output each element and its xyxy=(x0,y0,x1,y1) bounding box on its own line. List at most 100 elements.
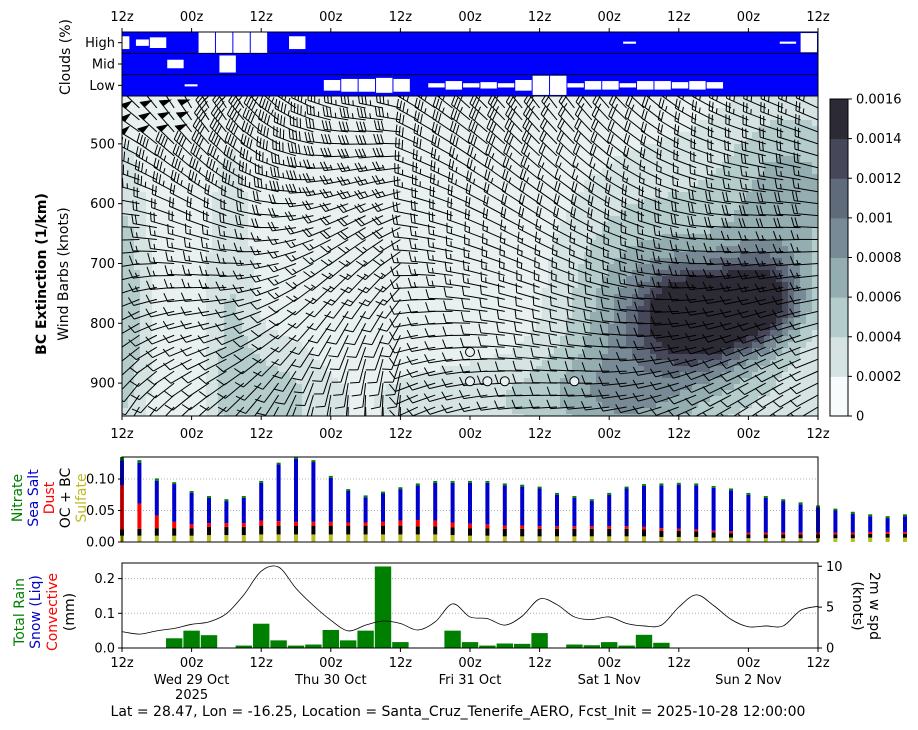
bc-cell xyxy=(122,318,129,325)
bc-cell xyxy=(638,168,645,175)
bc-cell xyxy=(230,192,237,199)
bc-cell xyxy=(668,120,675,127)
bc-cell xyxy=(230,330,237,337)
bc-cell xyxy=(356,174,363,181)
bc-cell xyxy=(230,312,237,319)
bc-cell xyxy=(608,210,615,217)
bc-cell xyxy=(614,408,621,415)
bc-cell xyxy=(626,306,633,313)
bc-cell xyxy=(632,144,639,151)
bc-cell xyxy=(146,414,153,416)
bc-cell xyxy=(260,396,267,403)
bc-cell xyxy=(212,114,219,121)
bc-cell xyxy=(392,138,399,145)
bc-cell xyxy=(296,162,303,169)
bc-cell xyxy=(404,408,411,415)
bc-cell xyxy=(518,114,525,121)
bc-cell xyxy=(296,222,303,229)
bc-cell xyxy=(488,258,495,265)
bc-cell xyxy=(524,306,531,313)
bc-cell xyxy=(362,180,369,187)
bc-cell xyxy=(482,96,489,103)
bc-cell xyxy=(212,168,219,175)
bc-cell xyxy=(302,276,309,283)
bc-cell xyxy=(536,120,543,127)
bc-cell xyxy=(128,156,135,163)
bc-cell xyxy=(656,396,663,403)
bc-cell xyxy=(452,192,459,199)
bc-cell xyxy=(332,216,339,223)
bc-cell xyxy=(452,96,459,103)
bc-cell xyxy=(284,372,291,379)
bc-cell xyxy=(248,396,255,403)
bc-cell xyxy=(146,180,153,187)
bc-cell xyxy=(134,312,141,319)
bc-cell xyxy=(248,348,255,355)
bc-cell xyxy=(626,354,633,361)
bc-cell xyxy=(152,120,159,127)
bc-cell xyxy=(242,96,249,103)
bc-cell xyxy=(512,192,519,199)
bc-cell xyxy=(416,306,423,313)
bc-cell xyxy=(608,378,615,385)
bc-cell xyxy=(302,300,309,307)
bc-cell xyxy=(200,132,207,139)
bc-cell xyxy=(338,252,345,259)
bc-cell xyxy=(596,138,603,145)
bc-cell xyxy=(440,240,447,247)
bc-cell xyxy=(626,276,633,283)
bc-cell xyxy=(662,330,669,337)
bc-cell xyxy=(188,132,195,139)
bc-cell xyxy=(482,384,489,391)
bc-cell xyxy=(374,354,381,361)
bc-cell xyxy=(170,126,177,133)
bc-cell xyxy=(422,114,429,121)
bc-cell xyxy=(572,390,579,397)
bc-cell xyxy=(446,228,453,235)
bc-cell xyxy=(488,330,495,337)
bc-cell xyxy=(284,378,291,385)
bc-cell xyxy=(584,372,591,379)
bc-cell xyxy=(422,120,429,127)
bc-cell xyxy=(482,408,489,415)
bc-cell xyxy=(122,246,129,253)
bc-cell xyxy=(266,372,273,379)
bc-cell xyxy=(476,330,483,337)
bc-cell xyxy=(572,360,579,367)
bc-cell xyxy=(356,360,363,367)
bc-cell xyxy=(194,282,201,289)
bc-cell xyxy=(428,318,435,325)
bc-cell xyxy=(644,162,651,169)
bc-cell xyxy=(416,216,423,223)
bc-cell xyxy=(284,138,291,145)
bc-cell xyxy=(146,288,153,295)
bc-cell xyxy=(530,408,537,415)
bc-cell xyxy=(332,372,339,379)
bc-cell xyxy=(476,204,483,211)
bc-cell xyxy=(242,402,249,409)
bc-cell xyxy=(248,336,255,343)
bc-cell xyxy=(392,402,399,409)
bc-cell xyxy=(308,306,315,313)
bc-cell xyxy=(236,342,243,349)
bc-cell xyxy=(362,354,369,361)
bc-cell xyxy=(170,378,177,385)
bc-cell xyxy=(470,324,477,331)
bc-cell xyxy=(428,204,435,211)
bc-cell xyxy=(206,240,213,247)
bc-cell xyxy=(140,198,147,205)
bc-cell xyxy=(554,102,561,109)
bc-cell xyxy=(128,396,135,403)
bc-cell xyxy=(422,270,429,277)
bc-cell xyxy=(656,216,663,223)
bc-cell xyxy=(344,120,351,127)
bc-cell xyxy=(308,168,315,175)
bc-cell xyxy=(458,156,465,163)
bc-cell xyxy=(446,252,453,259)
bc-cell xyxy=(164,96,171,103)
bc-cell xyxy=(542,186,549,193)
bc-cell xyxy=(230,342,237,349)
bc-cell xyxy=(626,252,633,259)
bc-cell xyxy=(554,306,561,313)
bc-cell xyxy=(584,366,591,373)
